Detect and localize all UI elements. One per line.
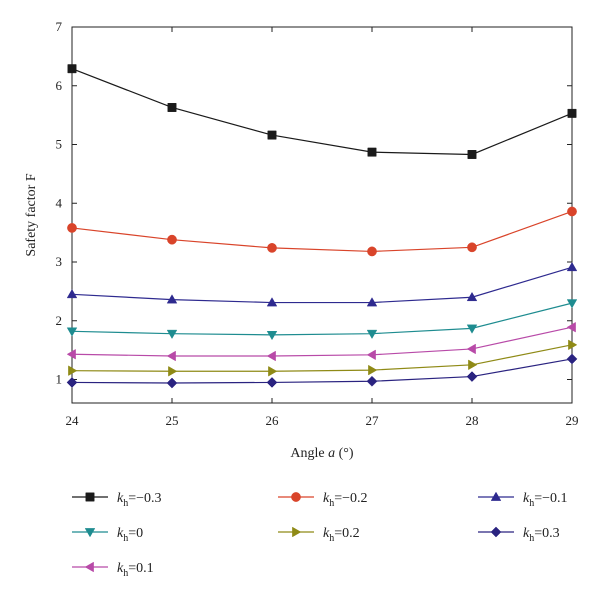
data-point (66, 327, 78, 337)
legend-item: kh=0.3 (478, 526, 560, 544)
data-point (166, 377, 178, 389)
legend-marker (490, 526, 502, 538)
data-point (567, 206, 577, 217)
legend-marker (292, 526, 302, 538)
series-6 (66, 353, 578, 389)
data-point (566, 261, 578, 272)
series-3 (66, 261, 578, 307)
y-tick-label: 3 (56, 254, 63, 269)
x-axis-title: Angle a (°) (290, 446, 353, 461)
data-point (67, 223, 77, 233)
data-point (567, 108, 577, 118)
x-tick-label: 29 (566, 413, 579, 428)
plot-frame (71, 26, 573, 404)
series-line (71, 68, 573, 156)
legend-marker (85, 492, 95, 502)
data-point (267, 243, 277, 253)
data-point (366, 349, 376, 361)
data-point (266, 377, 278, 388)
series-line (71, 210, 573, 253)
x-tick-label: 27 (366, 413, 380, 428)
y-tick-label: 2 (56, 313, 63, 328)
legend-item: kh=−0.2 (278, 491, 368, 509)
y-tick-label: 6 (56, 78, 63, 93)
legend-label: kh=−0.1 (523, 491, 568, 509)
legend-label: kh=0 (117, 526, 143, 544)
data-point (466, 343, 476, 355)
data-point (366, 375, 378, 387)
data-point (268, 366, 278, 377)
data-point (568, 339, 578, 351)
legend-marker (291, 492, 301, 502)
legend-item: kh=0.1 (72, 561, 154, 579)
data-point (466, 371, 478, 382)
series-4 (66, 299, 578, 341)
series-5 (68, 339, 578, 377)
x-tick-label: 28 (466, 413, 479, 428)
series-7 (66, 321, 576, 362)
legend-item: kh=0.2 (278, 526, 360, 544)
y-tick-label: 5 (56, 137, 63, 152)
legend-marker (490, 491, 502, 501)
series-line (71, 358, 573, 384)
axes: 1 2 3 4 5 6 7 24 25 26 27 28 29 Angle a (°) Safety fac… (24, 19, 579, 461)
data-point (366, 329, 378, 340)
y-tick-label: 4 (56, 195, 63, 210)
legend-label: kh=0.1 (117, 561, 154, 579)
data-point (167, 103, 177, 112)
data-point (566, 321, 576, 333)
x-tick-label: 24 (66, 413, 80, 428)
data-point (166, 294, 178, 304)
data-point (366, 297, 378, 307)
y-tick-label: 7 (56, 19, 63, 34)
y-tick-label: 1 (56, 372, 63, 387)
legend-label: kh=0.2 (323, 526, 360, 544)
series-line (71, 344, 573, 372)
legend-label: kh=0.3 (523, 526, 560, 544)
legend: kh=−0.3 kh=−0.2 kh=−0.1 kh=0 kh=0.2 kh=0.3 kh=… (72, 491, 568, 579)
data-point (266, 350, 276, 362)
x-tick-label: 26 (266, 413, 280, 428)
data-point (66, 288, 78, 299)
y-axis-title: Safety factor F (24, 173, 39, 256)
legend-label: kh=−0.2 (323, 491, 368, 509)
data-point (67, 64, 77, 74)
data-point (266, 331, 278, 341)
legend-marker (84, 561, 94, 573)
data-point (466, 324, 478, 334)
series-2 (67, 206, 577, 257)
data-point (367, 147, 377, 157)
data-point (66, 348, 76, 360)
legend-item: kh=0 (72, 526, 143, 544)
data-point (367, 246, 377, 257)
data-point (467, 242, 477, 253)
data-point (68, 365, 78, 376)
series-lines (66, 64, 578, 389)
data-point (466, 291, 478, 302)
data-point (166, 350, 176, 362)
data-point (168, 366, 178, 377)
data-point (368, 364, 378, 376)
legend-label: kh=−0.3 (117, 491, 162, 509)
data-point (267, 130, 277, 140)
data-point (467, 150, 477, 159)
series-1 (67, 64, 577, 159)
data-point (167, 234, 177, 245)
data-point (468, 359, 478, 371)
data-point (566, 299, 578, 309)
data-point (166, 329, 178, 340)
series-line (71, 302, 573, 336)
legend-item: kh=−0.3 (72, 491, 162, 509)
data-point (66, 377, 78, 388)
series-line (71, 266, 573, 304)
data-point (266, 297, 278, 307)
x-tick-label: 25 (166, 413, 179, 428)
legend-item: kh=−0.1 (478, 491, 568, 509)
legend-marker (84, 528, 96, 538)
data-point (566, 353, 578, 365)
series-line (71, 326, 573, 357)
